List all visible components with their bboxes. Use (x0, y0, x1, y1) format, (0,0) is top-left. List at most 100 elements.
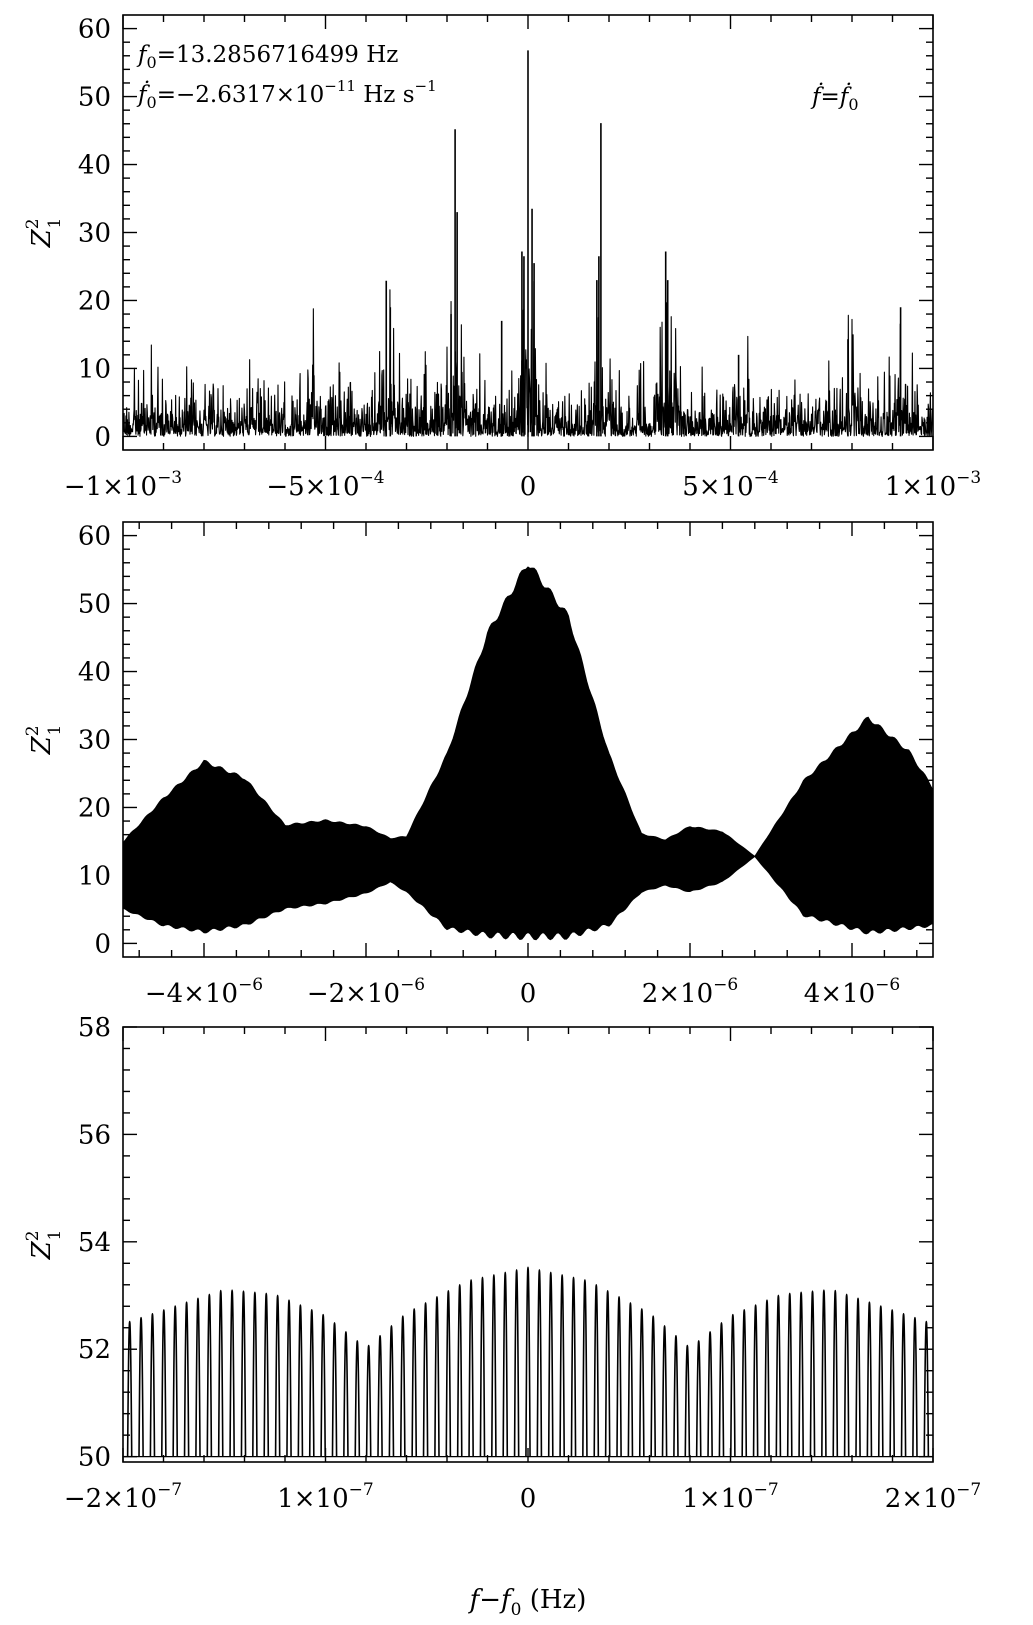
x-tick-label: 2×10−7 (885, 1480, 981, 1514)
middle-panel-x-tick-labels: −4×10−6 −2×10−6 0 2×10−6 4×10−6 (145, 975, 900, 1009)
z2-comb-peak (877, 1305, 884, 1457)
z2-comb-peak (547, 1271, 554, 1457)
z2-comb-peak (718, 1322, 725, 1457)
z2-comb-peak (388, 1325, 395, 1457)
z2-comb-peak (217, 1289, 224, 1457)
x-tick-label: 0 (520, 472, 537, 502)
z2-comb-peak (149, 1312, 156, 1457)
y-tick-label: 0 (94, 422, 111, 452)
z2-comb-peak (456, 1283, 463, 1457)
y-tick-label: 40 (78, 658, 111, 688)
z2-comb-peak (866, 1301, 873, 1457)
x-tick-label: −5×10−4 (266, 468, 384, 502)
z2-envelope-fill (122, 566, 934, 941)
z2-comb-peak (354, 1340, 361, 1457)
bottom-panel-y-axis-label: Z2 1 (23, 1230, 65, 1261)
z2-comb-peak (138, 1316, 144, 1457)
bottom-panel-x-tick-labels: −2×10−7 1×10−7 0 1×10−7 2×10−7 (64, 1480, 981, 1514)
y-tick-label: 30 (78, 726, 111, 756)
y-tick-label: 0 (94, 929, 111, 959)
z2-comb-peak (195, 1297, 201, 1457)
x-axis-label: f−f0 (Hz) (468, 1585, 587, 1620)
middle-panel: 0 10 20 30 40 50 60 −4×10−6 −2×10−6 0 2×10−6 4×10−… (23, 521, 934, 1009)
top-panel-y-axis-label: Z2 1 (23, 218, 65, 249)
z2-comb-peak (570, 1276, 577, 1457)
middle-panel-y-axis-label: Z2 1 (23, 725, 65, 756)
z2-comb-peak (673, 1334, 679, 1457)
z2-comb-peak (479, 1276, 486, 1457)
z2-comb-peak (638, 1308, 645, 1457)
z2-comb-peak (377, 1334, 383, 1457)
z2-comb-peak (889, 1309, 896, 1457)
z2-comb-peak (821, 1289, 827, 1457)
z2-comb-peak (684, 1344, 691, 1457)
x-tick-label: 2×10−6 (642, 975, 738, 1009)
z2-comb-peak (775, 1294, 782, 1457)
top-panel-ticks (122, 15, 934, 450)
z2-comb-peak (252, 1291, 258, 1457)
z2-comb-peak (502, 1271, 509, 1457)
z2-comb-peak (343, 1331, 349, 1457)
z2-comb-peak (525, 1266, 531, 1457)
z2-comb-peak (843, 1294, 850, 1457)
y-tick-label: 56 (78, 1120, 111, 1150)
z2-comb-peak (764, 1299, 770, 1457)
z2-comb-peak (650, 1315, 657, 1457)
z2-comb-peak (855, 1297, 861, 1457)
z2-comb-peak (422, 1302, 429, 1457)
z2-comb-peak (752, 1304, 759, 1457)
x-tick-label: 1×10−7 (277, 1480, 373, 1514)
x-tick-label: −1×10−3 (64, 468, 182, 502)
bottom-panel-trace (123, 1266, 933, 1458)
z2-comb-peak (616, 1296, 622, 1457)
z2-comb-peak (365, 1344, 372, 1457)
y-tick-label: 20 (78, 286, 111, 316)
y-tick-label: 52 (78, 1335, 111, 1365)
z2-comb-peak (900, 1312, 907, 1457)
y-tick-label: 58 (78, 1013, 111, 1043)
z2-comb-peak (183, 1301, 190, 1457)
z2-comb-peak (445, 1290, 452, 1457)
middle-panel-ticks (123, 522, 933, 957)
z2-comb-peak (559, 1274, 565, 1457)
z2-comb-peak (741, 1309, 748, 1457)
z2-comb-peak (582, 1279, 588, 1457)
y-tick-label: 50 (78, 1443, 111, 1473)
z2-comb-peak (286, 1299, 292, 1457)
z2-comb-peak (923, 1320, 930, 1457)
middle-panel-y-tick-labels: 0 10 20 30 40 50 60 (78, 522, 111, 960)
z2-comb-peak (695, 1340, 702, 1457)
z2-comb-peak (229, 1289, 235, 1457)
y-tick-label: 60 (78, 522, 111, 552)
x-tick-label: 5×10−4 (682, 468, 778, 502)
fdot-condition-annotation: ḟ=ḟ0 (810, 83, 859, 114)
z2-comb-peak (604, 1290, 611, 1457)
y-tick-label: 30 (78, 219, 111, 249)
x-tick-label: −4×10−6 (145, 975, 263, 1009)
y-tick-label: 20 (78, 793, 111, 823)
z2-comb-peak (798, 1291, 804, 1457)
z2-comb-peak (513, 1269, 520, 1457)
top-panel-x-tick-labels: −1×10−3 −5×10−4 0 5×10−4 1×10−3 (64, 468, 981, 502)
z2-comb-peak (593, 1283, 600, 1457)
top-panel-trace (122, 50, 934, 437)
bottom-panel: 50 52 54 56 58 −2×10−7 1×10−7 0 1×10−7 2×10−7 Z2… (23, 1013, 981, 1620)
z2-comb-peak (536, 1269, 543, 1457)
y-tick-label: 50 (78, 83, 111, 113)
z2-comb-peak (274, 1294, 281, 1457)
z2-comb-peak (809, 1290, 816, 1457)
z2-comb-peak (832, 1289, 839, 1457)
y-tick-label: 40 (78, 151, 111, 181)
z2-comb-peak (411, 1308, 418, 1457)
bottom-panel-y-tick-labels: 50 52 54 56 58 (78, 1013, 111, 1473)
x-tick-label: 0 (520, 1484, 537, 1514)
x-tick-label: 0 (520, 979, 537, 1009)
z2-comb-peak (468, 1279, 474, 1457)
z2-comb-peak (320, 1313, 326, 1457)
f0-annotation: f0=13.2856716499 Hz (136, 42, 398, 72)
x-tick-label: 1×10−3 (885, 468, 981, 502)
top-panel-y-tick-labels: 0 10 20 30 40 50 60 (78, 15, 111, 453)
x-tick-label: −2×10−6 (307, 975, 425, 1009)
z2-comb-peak (399, 1315, 406, 1457)
